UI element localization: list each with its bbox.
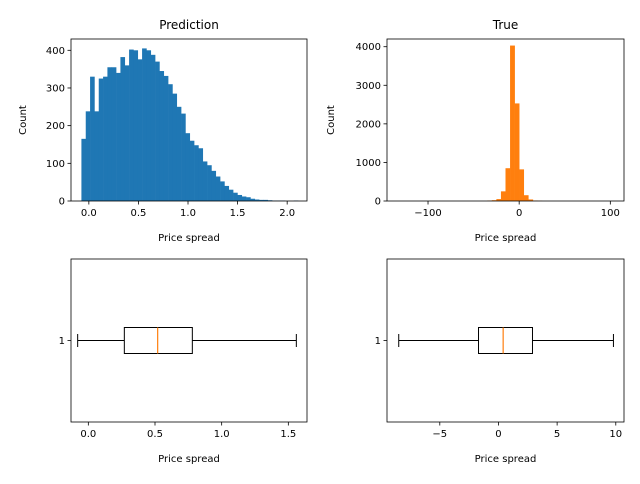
x-tick-label: 2.0 [279,208,295,219]
histogram-bar [198,148,203,201]
x-tick-label: 0.5 [147,429,163,440]
x-tick-label: 5 [554,429,560,440]
histogram-bar [125,65,130,201]
y-tick-label: 200 [46,121,65,132]
histogram-bar [177,107,182,201]
chart-title: Prediction [159,18,219,32]
histogram-bar [94,111,99,201]
histogram-bar [510,46,515,201]
x-axis-label: Price spread [475,454,537,465]
chart-panel-2: 0 1000 2000 3000 4000 Count True −100 0 100 Price … [326,18,624,244]
x-tick-label: 1.5 [280,429,296,440]
histogram-bar [99,79,104,201]
iqr-box [479,328,533,354]
histogram-bar [138,59,143,201]
histogram-bar [120,57,125,201]
histogram-bar [220,181,225,201]
histogram-bar [107,67,112,201]
x-tick-label: 100 [601,208,620,219]
y-tick-label: 1 [375,336,381,347]
x-tick-label: 1.5 [230,208,246,219]
histogram-bar [190,141,195,201]
histogram-bar [142,48,147,201]
histogram-bar [246,197,251,201]
histogram-bar [159,71,164,201]
histogram-bar [90,77,95,201]
histogram-bar [86,111,91,201]
y-tick-label: 1 [59,336,65,347]
histogram-bar [242,196,247,201]
histogram-bar [515,103,520,201]
histogram-bar [524,195,529,201]
y-tick-label: 100 [46,159,65,170]
y-axis-label: Count [18,105,29,135]
y-axis-label: Count [326,105,337,135]
chart-panel-1: 0 100 200 300 400 Count Prediction 0.0 0.5 1.0 1.5… [18,18,307,244]
y-tick-label: 0 [375,197,381,208]
histogram-bar [181,114,186,201]
y-tick-label: 2000 [356,119,381,130]
y-tick-label: 400 [46,46,65,57]
x-tick-label: 0 [495,429,501,440]
histogram-bar [237,195,242,201]
x-axis-label: Price spread [158,233,220,244]
x-tick-label: −100 [414,208,441,219]
histogram-bar [501,191,506,201]
histogram-bar [81,139,86,201]
histogram-bar [168,84,173,201]
x-tick-label: 1.0 [214,429,230,440]
histogram-bar [194,145,199,201]
histogram-bar [233,193,238,201]
histogram-bar [112,67,117,201]
x-tick-label: 0 [516,208,522,219]
histogram-bar [207,165,212,201]
x-tick-label: 1.0 [180,208,196,219]
x-tick-label: 0.5 [130,208,146,219]
x-tick-label: 0.0 [80,429,96,440]
x-tick-label: 0.0 [81,208,97,219]
histogram-bar [203,161,208,201]
histogram-bar [129,50,134,201]
histogram-bar [172,94,177,201]
x-axis-label: Price spread [158,454,220,465]
histogram-bar [164,76,169,201]
y-tick-label: 1000 [356,158,381,169]
y-tick-label: 0 [59,197,65,208]
chart-panel-3: 1 0.0 0.5 1.0 1.5 Price spread [59,259,307,465]
x-tick-label: 10 [609,429,622,440]
histogram-bar [103,77,108,201]
chart-title: True [492,18,519,32]
y-tick-label: 3000 [356,81,381,92]
histogram-bar [506,168,511,201]
histogram-bar [155,62,160,201]
x-tick-label: −5 [432,429,447,440]
histogram-bar [519,169,524,201]
x-axis-label: Price spread [475,233,537,244]
histogram-bar [133,50,138,201]
histogram-bar [211,171,216,201]
histogram-bar [185,133,190,201]
histogram-bar [151,55,156,201]
histogram-bar [216,177,221,201]
chart-panel-4: 1 −5 0 5 10 Price spread [375,259,624,465]
iqr-box [124,328,192,354]
histogram-bar [229,190,234,201]
histogram-bar [116,73,121,201]
y-tick-label: 300 [46,83,65,94]
y-tick-label: 4000 [356,42,381,53]
histogram-bar [146,50,151,201]
histogram-bar [224,186,229,201]
